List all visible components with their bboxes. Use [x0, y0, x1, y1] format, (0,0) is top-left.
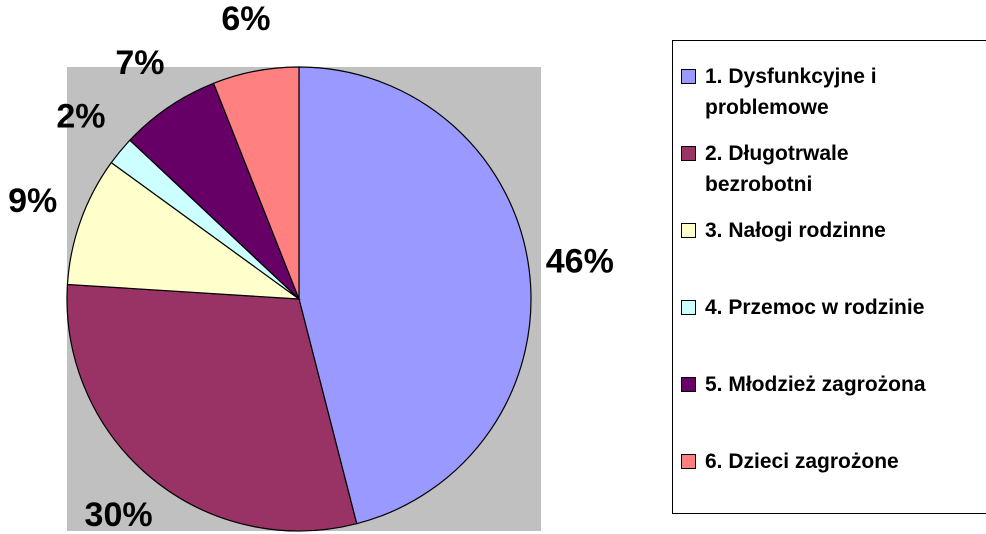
- legend-swatch: [681, 146, 696, 161]
- data-label: 30%: [85, 496, 153, 534]
- data-label: 46%: [546, 243, 614, 281]
- legend-swatch: [681, 454, 696, 469]
- legend: 1. Dysfunkcyjne i problemowe 2. Długotrwa…: [672, 40, 986, 514]
- legend-label: 2. Długotrwale bezrobotni: [705, 142, 849, 196]
- pie-slice: [66, 283, 358, 532]
- legend-item: 4. Przemoc w rodzinie: [681, 292, 951, 369]
- legend-label: 3. Nałogi rodzinne: [705, 219, 886, 242]
- legend-label: 4. Przemoc w rodzinie: [705, 296, 925, 319]
- pie-slice: [129, 82, 300, 300]
- legend-item: 1. Dysfunkcyjne i problemowe: [681, 61, 951, 138]
- data-label: 2%: [56, 98, 105, 136]
- pie-slice: [66, 161, 302, 300]
- data-label: 9%: [8, 182, 57, 220]
- data-label: 6%: [221, 0, 270, 38]
- legend-label: 5. Młodzież zagrożona: [705, 373, 926, 396]
- legend-swatch: [681, 69, 696, 84]
- legend-item: 2. Długotrwale bezrobotni: [681, 138, 951, 215]
- legend-swatch: [681, 377, 696, 392]
- pie-slice: [212, 66, 300, 300]
- legend-swatch: [681, 223, 696, 238]
- legend-label: 1. Dysfunkcyjne i problemowe: [705, 65, 877, 119]
- legend-item: 3. Nałogi rodzinne: [681, 215, 951, 292]
- data-label: 7%: [115, 44, 164, 82]
- legend-swatch: [681, 300, 696, 315]
- legend-label: 6. Dzieci zagrożone: [705, 450, 899, 473]
- pie-slice: [298, 66, 532, 525]
- legend-item: 6. Dzieci zagrożone: [681, 446, 951, 523]
- legend-item: 5. Młodzież zagrożona: [681, 369, 951, 446]
